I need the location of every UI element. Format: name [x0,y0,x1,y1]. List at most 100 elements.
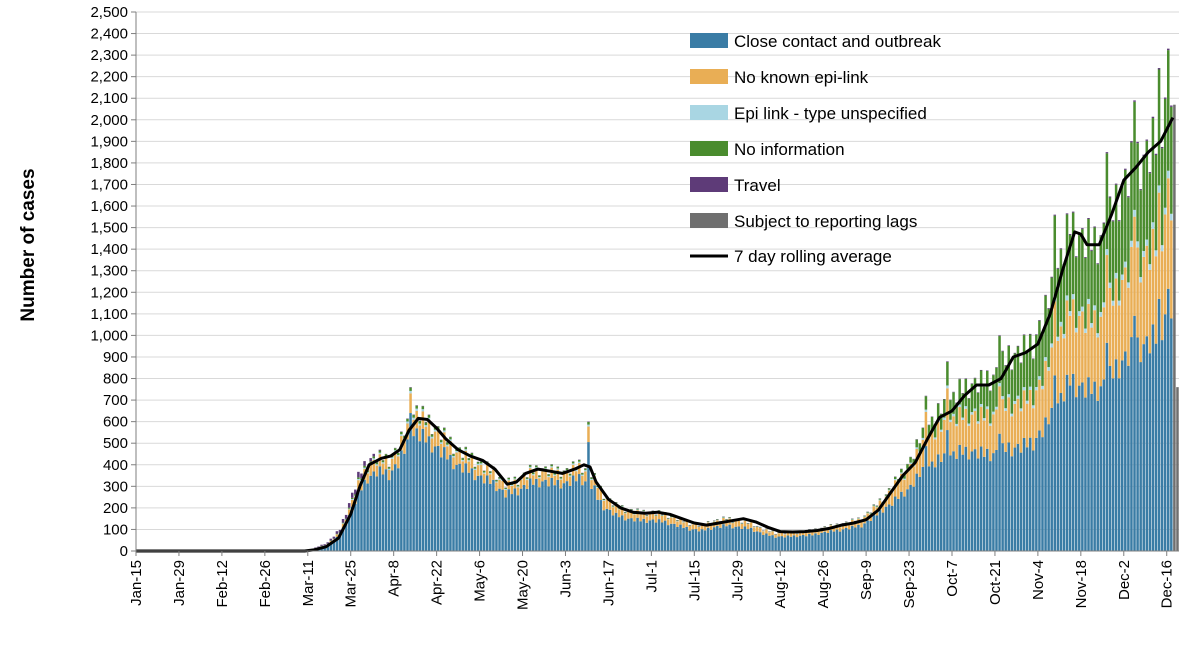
bar-segment [832,527,836,532]
x-tick-label: May-20 [515,560,532,610]
bar-segment [740,528,744,551]
bar-segment [915,447,918,450]
bar-segment [513,479,517,489]
bar-segment [378,452,382,455]
bar-segment [903,496,906,551]
bar-segment [936,454,940,551]
bar-segment [771,535,774,551]
bar-segment [835,523,839,525]
bar-segment [866,511,869,513]
bar-segment [986,370,989,407]
bar-segment [381,463,385,475]
bar-segment [673,517,676,524]
bar-segment [467,460,471,462]
bar-segment [1044,357,1047,361]
bar-segment [532,474,535,476]
bar-segment [832,531,836,551]
bar-segment [1074,397,1078,551]
bar-segment [489,473,492,475]
bar-segment [516,487,520,496]
bar-segment [1025,352,1029,401]
bar-segment [676,520,679,521]
y-tick-label: 800 [103,371,128,388]
bar-segment [786,531,790,536]
bar-segment [614,502,618,504]
bar-segment [1053,215,1057,297]
bar-segment [430,436,434,439]
bar-segment [547,475,550,478]
bar-segment [958,379,961,405]
bar-segment [614,512,618,551]
bar-segment [633,514,636,522]
bar-segment [393,450,397,452]
bar-segment [574,481,578,551]
bar-segment [847,524,851,530]
bar-segment [946,361,949,386]
bar-segment [507,479,510,481]
bar-segment [1050,343,1053,348]
bar-segment [998,433,1001,551]
bar-segment [590,478,593,481]
legend-label: Close contact and outbreak [734,32,941,51]
bar-segment [387,468,391,470]
bar-segment [528,466,532,469]
bar-segment [1041,437,1044,551]
bar-segment [930,461,934,551]
bar-segment [660,514,664,516]
bar-segment [372,471,376,551]
bar-segment [1148,173,1152,265]
bar-segment [1050,347,1053,408]
bar-segment [1068,235,1072,312]
bar-segment [476,475,480,551]
bar-segment [654,522,658,551]
legend-label: Subject to reporting lags [734,212,917,231]
bar-segment [1028,333,1032,335]
bar-segment [918,453,922,477]
bar-segment [1127,365,1130,551]
legend-swatch [690,33,728,48]
bar-segment [979,446,983,551]
bar-segment [1170,213,1173,221]
bar-segment [400,450,403,551]
bar-segment [694,524,698,530]
bar-segment [406,439,409,551]
bar-segment [1065,213,1069,215]
bar-segment [872,506,876,515]
bar-segment [439,442,443,444]
bar-segment [357,489,360,551]
bar-segment [633,521,636,551]
bar-segment [556,469,560,480]
bar-segment [670,517,673,524]
bar-segment [1025,400,1029,404]
bar-segment [933,437,937,440]
bar-segment [516,486,520,488]
bar-segment [354,503,357,551]
bar-segment [752,527,756,532]
bar-segment [608,509,612,551]
bar-segment [933,467,937,551]
bar-segment [400,434,403,437]
bar-segment [909,457,912,463]
bar-segment [958,378,961,380]
bar-segment [805,536,808,551]
bar-segment [1124,169,1127,262]
bar-segment [590,477,593,479]
bar-segment [430,434,434,437]
bar-segment [1160,146,1164,149]
bar-segment [1145,239,1149,246]
bar-segment [627,518,630,551]
bar-segment [706,521,710,522]
bar-segment [887,490,891,505]
bar-segment [1127,282,1130,288]
bar-segment [712,520,716,522]
bar-segment [872,505,876,507]
bar-segment [909,462,912,465]
bar-segment [719,527,722,551]
bar-segment [1120,279,1124,361]
bar-segment [768,532,771,536]
bar-segment [461,472,464,551]
bar-segment [1074,332,1078,398]
bar-segment [878,499,882,501]
bar-segment [498,479,501,489]
